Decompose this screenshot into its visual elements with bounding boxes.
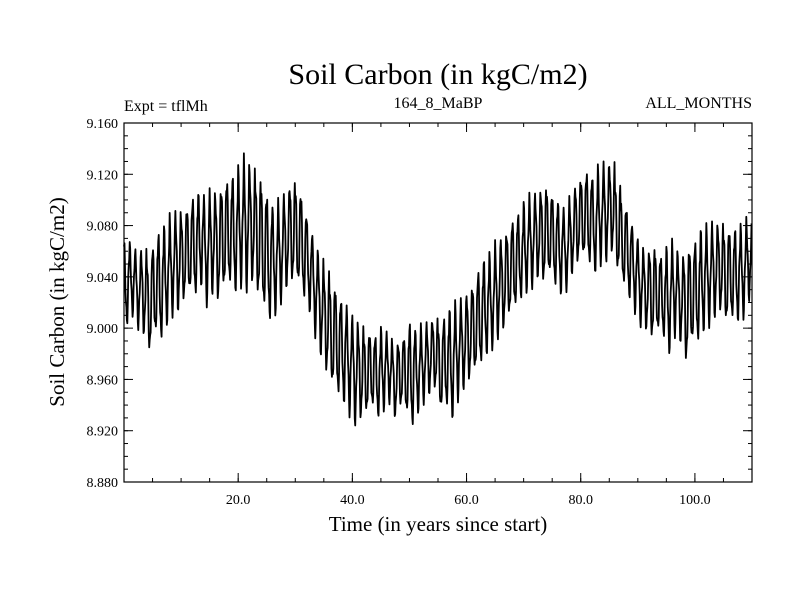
months-label: ALL_MONTHS [645, 95, 752, 112]
y-tick-label: 8.880 [87, 476, 119, 491]
chart-title: Soil Carbon (in kgC/m2) [288, 58, 587, 91]
experiment-label: Expt = tflMh [124, 98, 208, 115]
period-label: 164_8_MaBP [394, 95, 483, 112]
y-tick-label: 8.920 [87, 425, 119, 440]
y-tick-label: 9.160 [87, 117, 119, 132]
x-tick-label: 20.0 [226, 493, 251, 508]
y-tick-label: 9.120 [87, 168, 119, 183]
y-axis-label: Soil Carbon (in kgC/m2) [45, 197, 69, 406]
x-tick-label: 80.0 [568, 493, 593, 508]
y-tick-label: 9.080 [87, 220, 119, 235]
y-tick-label: 8.960 [87, 373, 119, 388]
x-tick-label: 100.0 [679, 493, 711, 508]
y-tick-label: 9.040 [87, 271, 119, 286]
y-tick-label: 9.000 [87, 322, 119, 337]
soil-carbon-line [123, 152, 753, 427]
plot-frame [123, 122, 753, 483]
data-series [123, 152, 753, 427]
x-axis-label: Time (in years since start) [329, 512, 548, 536]
axis-ticks: 8.880 8.920 8.960 9.000 9.040 9.080 9.120 9.160… [87, 117, 752, 508]
x-tick-label: 60.0 [454, 493, 479, 508]
x-tick-label: 40.0 [340, 493, 365, 508]
